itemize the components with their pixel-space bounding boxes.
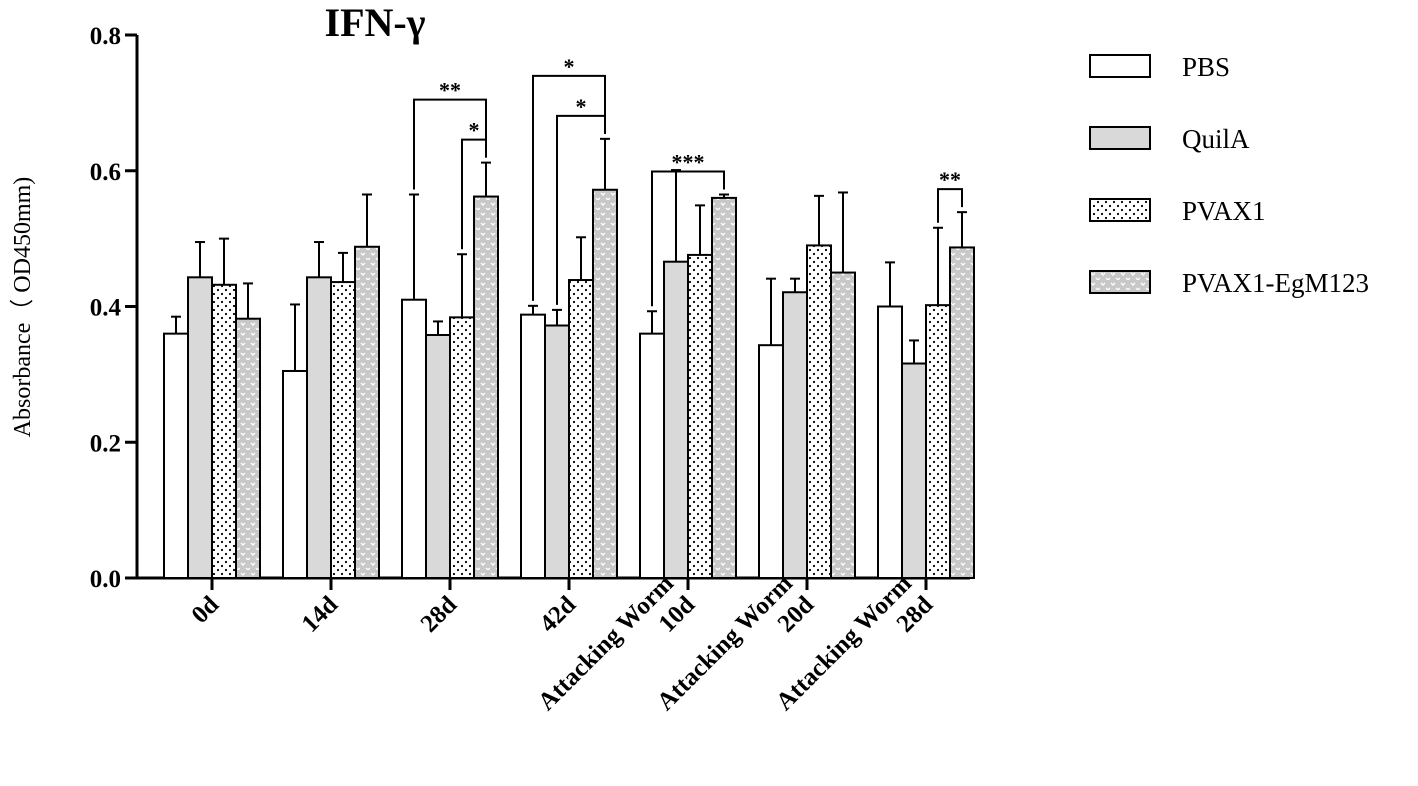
chart-title: IFN-γ <box>325 0 426 45</box>
legend-label: PVAX1-EgM123 <box>1182 268 1369 298</box>
significance-bracket <box>413 98 487 190</box>
legend-swatch <box>1089 54 1151 78</box>
legend-label: PVAX1 <box>1182 196 1266 226</box>
y-tick-label: 0.4 <box>90 295 122 322</box>
bar-quila <box>425 334 451 579</box>
significance-label: *** <box>672 150 705 175</box>
bar-pbs <box>282 369 308 580</box>
legend-label: QuilA <box>1182 124 1250 154</box>
bar-pbs <box>639 332 665 579</box>
bar-pvax1 <box>925 304 951 579</box>
bar-quila <box>782 291 808 579</box>
bar-pvax1 <box>330 281 356 579</box>
y-tick-label: 0.8 <box>90 23 121 50</box>
bar-pvax1-egm123 <box>235 317 261 579</box>
significance-bracket <box>461 138 487 250</box>
y-tick-label: 0.0 <box>90 566 121 593</box>
significance-label: * <box>564 54 575 79</box>
significance-label: ** <box>939 167 961 192</box>
bar-pvax1 <box>806 244 832 579</box>
significance-bracket <box>532 74 606 301</box>
bar-quila <box>544 324 570 579</box>
legend-swatch <box>1089 126 1151 150</box>
x-tick-label: 42d <box>535 591 582 638</box>
bar-pvax1-egm123 <box>711 196 737 579</box>
bar-quila <box>187 276 213 579</box>
x-tick-label: 28d <box>416 591 463 638</box>
bar-pbs <box>877 305 903 579</box>
bar-pvax1 <box>211 283 237 579</box>
bar-pvax1-egm123 <box>830 271 856 579</box>
x-tick-label: 0d <box>186 591 224 629</box>
bar-pvax1 <box>449 316 475 579</box>
bar-pbs <box>163 332 189 579</box>
significance-bracket <box>937 188 963 223</box>
bar-pvax1 <box>687 253 713 579</box>
bar-pbs <box>758 344 784 579</box>
bar-quila <box>306 276 332 579</box>
y-axis-label: Absorbance（ OD450mm) <box>10 177 36 438</box>
y-tick-label: 0.6 <box>90 159 121 186</box>
y-tick-label: 0.2 <box>90 430 121 457</box>
legend-swatch <box>1089 198 1151 222</box>
x-tick-label-line: 28d <box>416 591 463 638</box>
significance-label: * <box>469 118 480 143</box>
bar-quila <box>663 260 689 579</box>
bar-pvax1 <box>568 279 594 579</box>
significance-label: * <box>576 94 587 119</box>
bar-pvax1-egm123 <box>354 245 380 580</box>
x-tick-label-line: 14d <box>297 591 344 638</box>
x-tick-label: 14d <box>297 591 344 638</box>
x-tick-label-line: 0d <box>186 591 224 629</box>
significance-label: ** <box>439 78 461 103</box>
significance-bracket <box>556 114 606 305</box>
bar-pbs <box>520 313 546 579</box>
bar-pvax1-egm123 <box>592 188 618 579</box>
significance-bracket <box>651 170 725 307</box>
x-tick-label-line: 42d <box>535 591 582 638</box>
bar-pbs <box>401 298 427 579</box>
bar-quila <box>901 362 927 580</box>
bar-pvax1-egm123 <box>473 195 499 579</box>
legend-label: PBS <box>1182 52 1230 82</box>
bar-pvax1-egm123 <box>949 246 975 579</box>
legend-swatch <box>1089 270 1151 294</box>
